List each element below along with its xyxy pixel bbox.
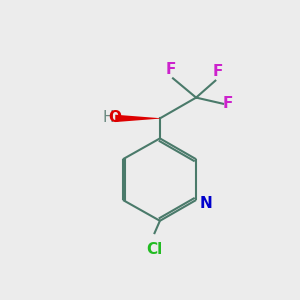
Text: N: N <box>200 196 212 211</box>
Text: H: H <box>103 110 114 125</box>
Text: F: F <box>212 64 223 79</box>
Text: F: F <box>223 96 233 111</box>
Text: F: F <box>166 61 176 76</box>
Polygon shape <box>115 115 160 122</box>
Text: Cl: Cl <box>146 242 163 257</box>
Text: O: O <box>108 110 121 125</box>
